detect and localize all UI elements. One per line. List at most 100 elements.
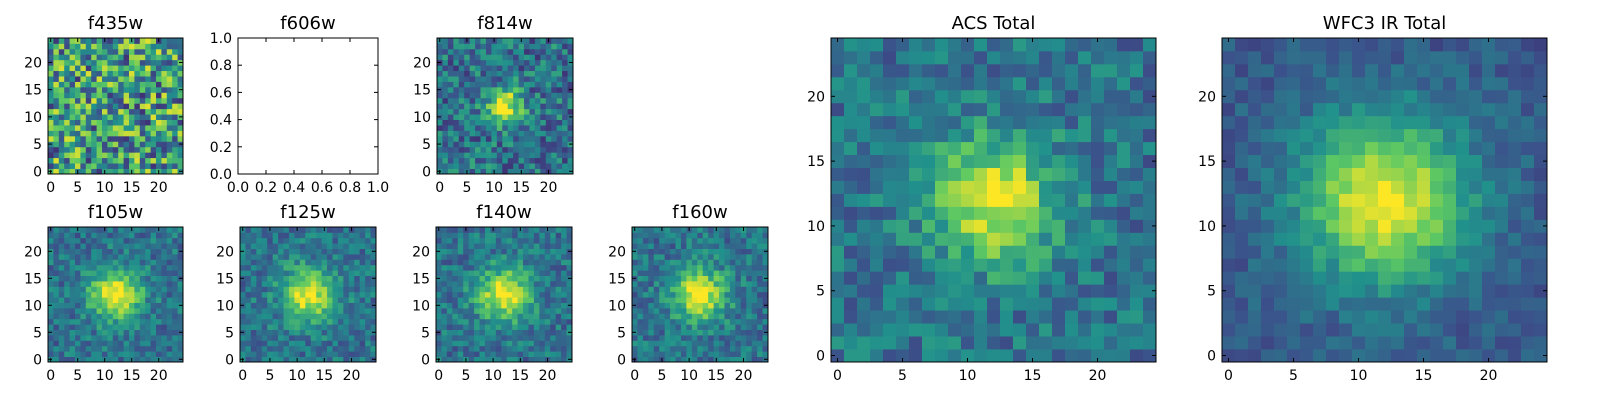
heatmap-cell [513, 157, 519, 164]
heatmap-cell [740, 254, 747, 260]
heatmap-cell [545, 103, 552, 110]
heatmap-cell [740, 345, 747, 352]
heatmap-cell [1365, 310, 1379, 324]
x-tick-label: 10 [680, 368, 698, 384]
heatmap-cell [751, 313, 758, 320]
heatmap-cell [134, 65, 141, 72]
heatmap-cell [305, 356, 312, 363]
heatmap-cell [172, 43, 178, 50]
heatmap-cell [156, 351, 162, 357]
heatmap-cell [256, 318, 263, 325]
heatmap-cell [746, 340, 753, 347]
heatmap-cell [80, 281, 87, 287]
heatmap-cell [1417, 219, 1431, 233]
heatmap-cell [463, 313, 470, 320]
heatmap-cell [150, 308, 157, 314]
heatmap-cell [69, 356, 76, 363]
heatmap-cell [545, 125, 552, 131]
heatmap-cell [332, 264, 339, 271]
heatmap-cell [134, 302, 141, 309]
heatmap-cell [555, 270, 562, 276]
heatmap-cell [337, 345, 344, 352]
heatmap-cell [670, 345, 676, 352]
heatmap-cell [294, 264, 301, 271]
heatmap-cell [166, 43, 173, 50]
heatmap-cell [961, 76, 975, 91]
heatmap-cell [53, 125, 60, 131]
heatmap-cell [343, 340, 350, 347]
heatmap-cell [75, 43, 81, 50]
heatmap-cell [337, 297, 344, 303]
heatmap-cell [118, 227, 124, 233]
heatmap-cell [1130, 50, 1144, 65]
heatmap-cell [702, 227, 709, 233]
heatmap-cell [107, 86, 114, 93]
heatmap-cell [637, 356, 644, 363]
heatmap-cell [343, 232, 350, 239]
heatmap-cell [359, 259, 366, 266]
heatmap-cell [464, 48, 471, 55]
heatmap-cell [1339, 349, 1353, 363]
heatmap-cell [172, 291, 178, 298]
heatmap-cell [517, 270, 524, 276]
heatmap-cell [556, 141, 563, 148]
heatmap-cell [166, 157, 173, 164]
heatmap-cell [156, 43, 162, 50]
heatmap-cell [96, 340, 103, 347]
heatmap-cell [1052, 167, 1066, 181]
heatmap-cell [272, 302, 279, 309]
heatmap-cell [961, 63, 975, 78]
heatmap-cell [507, 92, 514, 99]
heatmap-cell [533, 308, 540, 314]
heatmap-cell [69, 345, 76, 352]
heatmap-cell [1078, 167, 1092, 181]
heatmap-cell [75, 92, 81, 99]
heatmap-cell [1000, 102, 1014, 117]
heatmap-cell [1404, 297, 1418, 311]
heatmap-cell [844, 154, 858, 168]
heatmap-cell [261, 286, 268, 293]
heatmap-cell [1495, 349, 1509, 363]
heatmap-cell [166, 97, 173, 104]
heatmap-cell [1482, 336, 1496, 350]
heatmap-cell [490, 329, 497, 336]
heatmap-cell [534, 81, 541, 88]
heatmap-cell [267, 324, 274, 330]
heatmap-cell [653, 270, 660, 276]
heatmap-cell [523, 270, 529, 276]
heatmap-cell [464, 92, 471, 99]
heatmap-cell [283, 243, 290, 249]
heatmap-cell [757, 227, 763, 233]
heatmap-cell [724, 313, 731, 320]
heatmap-cell [506, 308, 513, 314]
heatmap-cell [883, 349, 897, 363]
heatmap-cell [177, 70, 184, 77]
heatmap-cell [544, 248, 551, 255]
heatmap-cell [305, 248, 312, 255]
heatmap-cell [909, 349, 923, 363]
heatmap-cell [729, 270, 736, 276]
heatmap-cell [453, 119, 460, 126]
heatmap-cell [118, 318, 124, 325]
heatmap-cell [480, 135, 487, 142]
heatmap-cell [1248, 310, 1262, 324]
heatmap-cell [948, 323, 962, 337]
heatmap-cell [1104, 128, 1118, 143]
heatmap-cell [961, 297, 975, 311]
heatmap-cell [107, 59, 114, 66]
heatmap-cell [491, 135, 498, 142]
heatmap-cell [145, 291, 151, 298]
heatmap-cell [637, 297, 644, 303]
heatmap-cell [529, 125, 536, 131]
heatmap-cell [762, 243, 769, 249]
heatmap-cell [896, 349, 910, 363]
heatmap-cell [562, 86, 568, 93]
heatmap-cell [518, 65, 525, 72]
heatmap-cell [935, 310, 949, 324]
heatmap-cell [475, 152, 481, 159]
heatmap-cell [540, 48, 547, 55]
heatmap-cell [75, 308, 81, 314]
heatmap-cell [686, 291, 693, 298]
heatmap-cell [437, 70, 443, 77]
heatmap-cell [987, 219, 1001, 233]
